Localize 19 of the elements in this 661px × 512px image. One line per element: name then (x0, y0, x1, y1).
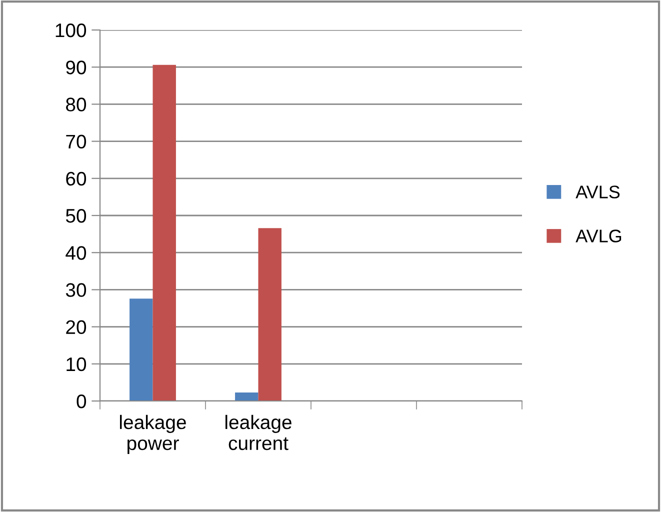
y-tick-label: 0 (76, 394, 86, 408)
legend-label: AVLG (576, 230, 622, 242)
bar (235, 392, 258, 401)
y-tick-label: 50 (66, 208, 86, 223)
y-tick-label: 20 (66, 320, 86, 334)
legend-label: AVLS (576, 186, 620, 198)
y-tick-label: 40 (66, 246, 86, 260)
bar (152, 64, 176, 401)
y-tick-label: 30 (66, 283, 86, 297)
y-tick-label: 60 (66, 172, 86, 186)
x-tick-label: leakage current (226, 414, 292, 450)
y-tick-label: 70 (66, 134, 86, 149)
bar (258, 228, 282, 401)
y-tick-label: 80 (66, 98, 86, 112)
y-tick-label: 100 (56, 23, 86, 38)
y-tick-label: 90 (66, 60, 86, 74)
bar (130, 298, 153, 401)
y-tick-label: 10 (66, 357, 86, 372)
x-tick-label: leakage power (120, 414, 186, 454)
